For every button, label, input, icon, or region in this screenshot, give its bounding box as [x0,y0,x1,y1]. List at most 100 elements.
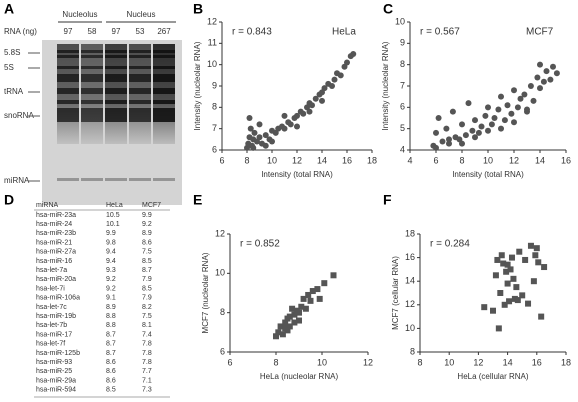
point [533,245,540,252]
band [57,178,79,181]
table-cell: 7.5 [142,313,152,320]
point [291,311,298,318]
point [277,323,284,330]
band [129,66,151,69]
y-tick-label: 11 [208,38,217,48]
y-tick-label: 6 [212,144,217,154]
point [537,61,543,68]
point [256,121,263,128]
table-cell: 8.7 [106,331,116,338]
annotation: r = 0.284 [430,239,470,250]
point [250,144,257,151]
band [105,108,127,122]
point [319,97,325,104]
table-cell: 8.2 [142,304,152,311]
point [443,125,450,132]
y-tick-label: 14 [405,276,415,286]
table-cell: 8.6 [106,377,116,384]
band [81,100,103,104]
band [129,50,151,53]
y-tick-label: 10 [215,268,225,278]
table-cell: hsa-miR-594 [36,387,76,394]
point [541,264,548,271]
band [57,55,79,58]
point [256,134,263,141]
amount-label: RNA (ng) [4,27,37,36]
point [497,290,504,296]
point [498,252,505,259]
band [153,178,175,181]
band [105,178,127,181]
point [307,297,314,304]
band [81,55,103,58]
point [511,87,517,94]
y-tick-label: 4 [400,144,405,154]
table-cell: 7.8 [142,359,152,366]
point [433,144,439,151]
point [350,51,357,57]
band [57,88,79,94]
band [153,50,175,53]
band [57,66,79,69]
table-header: MCF7 [142,202,161,209]
table-cell: 8.8 [106,313,116,320]
table-cell: 8.7 [142,267,152,274]
point [262,132,269,139]
table-cell: hsa-miR-21 [36,239,72,246]
point [530,278,537,285]
point [465,100,472,107]
band [129,178,151,181]
point [329,83,335,89]
band [105,100,127,104]
y-tick-label: 9 [212,80,217,90]
point [433,129,439,136]
annotation: r = 0.843 [232,27,272,38]
point [294,112,300,119]
point [527,242,534,249]
point [312,95,319,102]
x-tick-label: 18 [561,357,571,367]
band [105,66,127,69]
band-label: snoRNA [4,111,34,120]
point [504,102,511,109]
point [435,115,442,121]
table-cell: hsa-miR-17 [36,331,72,338]
band [153,66,175,69]
point [306,108,313,115]
band [81,88,103,94]
band [57,74,79,82]
panel-label: C [383,1,393,17]
table-cell: 8.5 [142,258,152,265]
point [504,261,511,268]
band [57,50,79,53]
table-cell: hsa-miR-23b [36,230,76,237]
point [289,305,296,312]
band-label: 5S [4,63,14,72]
point [459,140,465,147]
table-cell: 7.8 [142,350,152,357]
table-cell: hsa-miR-24 [36,221,72,228]
x-axis-label: Intensity (total RNA) [261,170,333,179]
group-label: Nucleus [127,10,156,19]
point [522,256,529,263]
point [286,313,293,320]
x-tick-label: 10 [317,357,327,367]
table-cell: 8.6 [106,359,116,366]
table-cell: 8.9 [106,304,116,311]
x-tick-label: 6 [219,155,224,165]
point [543,68,550,75]
table-cell: 10.5 [106,212,120,219]
y-tick-label: 12 [405,299,415,309]
point [309,288,316,295]
point [491,115,498,121]
point [459,121,465,128]
x-tick-label: 16 [342,155,352,165]
point [553,70,560,77]
point [485,127,491,134]
y-tick-label: 6 [220,346,225,356]
point [439,138,446,145]
y-tick-label: 8 [212,102,217,112]
table-cell: hsa-miR-125b [36,350,80,357]
